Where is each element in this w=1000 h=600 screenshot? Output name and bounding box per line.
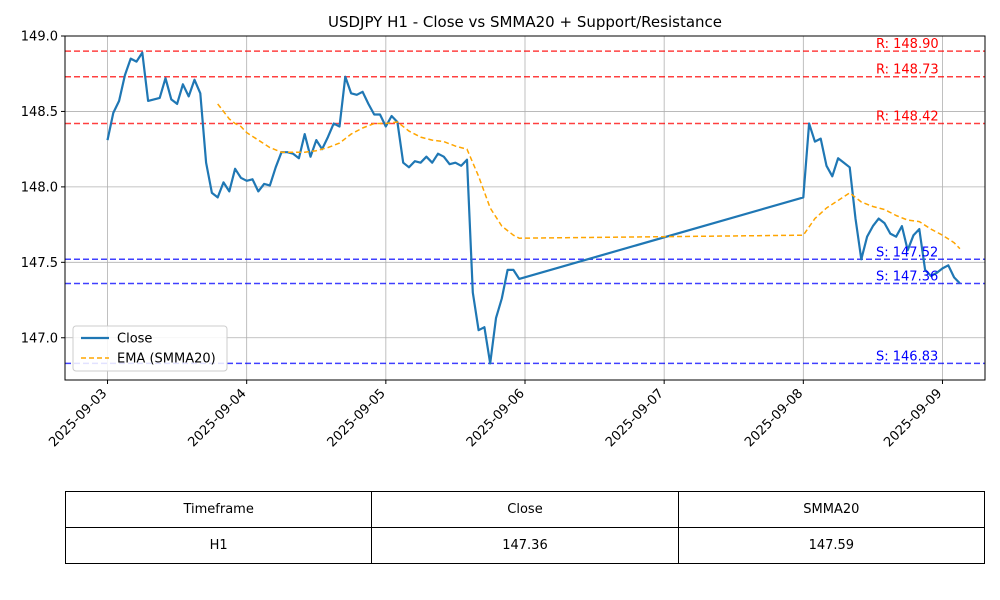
smma-series-line (217, 103, 961, 250)
resistance-level-label: R: 148.90 (876, 37, 939, 52)
support-resistance-levels (65, 50, 985, 365)
x-tick-label: 2025-09-06 (464, 386, 528, 450)
chart-title: USDJPY H1 - Close vs SMMA20 + Support/Re… (328, 13, 722, 31)
chart: USDJPY H1 - Close vs SMMA20 + Support/Re… (21, 13, 986, 451)
legend-label-close: Close (117, 332, 152, 347)
series-lines (106, 51, 961, 365)
support-level-label: S: 147.36 (876, 269, 938, 284)
x-tick-label: 2025-09-07 (603, 386, 667, 450)
summary-table: Timeframe Close SMMA20 H1 147.36 147.59 (64, 491, 986, 564)
x-tick-label: 2025-09-05 (325, 386, 389, 450)
legend: Close EMA (SMMA20) (72, 325, 228, 372)
resistance-level-label: R: 148.42 (876, 110, 939, 125)
resistance-level-label: R: 148.73 (876, 63, 939, 78)
table-header-cell: Close (371, 491, 679, 528)
x-tick-label: 2025-09-04 (185, 386, 249, 450)
support-level-label: S: 147.52 (876, 245, 938, 260)
x-tick-label: 2025-09-03 (46, 386, 110, 450)
table-cell: 147.36 (371, 527, 679, 564)
level-labels: R: 148.90 R: 148.73 R: 148.42 S: 147.52 S: 1… (876, 37, 939, 364)
table-header-cell: Timeframe (64, 491, 373, 528)
x-tick-label: 2025-09-08 (742, 386, 806, 450)
y-tick-label: 147.0 (21, 331, 58, 346)
table-cell: H1 (64, 527, 373, 564)
y-tick-label: 149.0 (21, 30, 58, 45)
x-tick-label: 2025-09-09 (881, 386, 945, 450)
y-tick-label: 148.0 (21, 180, 58, 195)
support-level-label: S: 146.83 (876, 349, 938, 364)
y-tick-label: 148.5 (21, 105, 58, 120)
axes: 2025-09-03 2025-09-04 2025-09-05 2025-09-06… (21, 30, 946, 451)
table-header-cell: SMMA20 (677, 491, 986, 528)
legend-box (72, 325, 228, 372)
table-header-row: Timeframe Close SMMA20 (64, 491, 986, 528)
table-cell: 147.59 (677, 527, 986, 564)
table-row: H1 147.36 147.59 (64, 527, 986, 564)
legend-label-smma: EMA (SMMA20) (117, 352, 216, 367)
close-series-line (106, 51, 961, 365)
y-tick-label: 147.5 (21, 256, 58, 271)
